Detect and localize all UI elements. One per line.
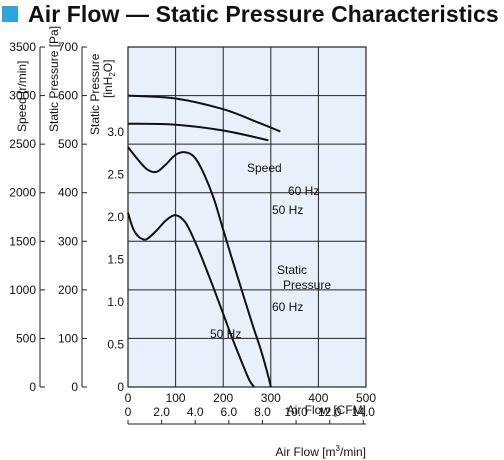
annotation-speed: Speed	[247, 161, 282, 175]
y-tick-label-speed: 3000	[9, 89, 36, 103]
y-tick-label-inh2o: 3.0	[107, 125, 124, 139]
plot-background	[128, 47, 366, 387]
x-tick-label-m3min: 14.0	[352, 405, 376, 419]
annotation-static: Static	[277, 263, 307, 277]
annotation-pressure-60hz: 60 Hz	[272, 300, 303, 314]
x-tick-label-cfm: 500	[356, 391, 376, 405]
y-tick-label-pa: 500	[58, 137, 78, 151]
speed-60hz-curve	[127, 94, 281, 133]
y-tick-label-pa: 300	[58, 234, 78, 248]
curves	[127, 94, 281, 388]
chart-title: Air Flow — Static Pressure Characteristi…	[28, 0, 499, 27]
y-tick-label-speed: 0	[29, 380, 36, 394]
x-tick-label-m3min: 12.0	[318, 405, 342, 419]
y-tick-label-inh2o: 0	[117, 380, 124, 394]
y-tick-label-speed: 500	[16, 331, 36, 345]
y-tick-label-pa: 700	[58, 40, 78, 54]
x-tick-label-m3min: 2.0	[153, 405, 170, 419]
y-tick-label-inh2o: 2.0	[107, 210, 124, 224]
x-tick-label-cfm: 0	[125, 391, 132, 405]
y-axis-label-inh2o-line1: Static Pressure	[88, 53, 102, 135]
x-tick-label-cfm: 300	[261, 391, 281, 405]
plot-border	[127, 46, 367, 388]
x-tick-label-cfm: 200	[213, 391, 233, 405]
y-tick-label-speed: 2000	[9, 186, 36, 200]
y-tick-label-inh2o: 0.5	[107, 337, 124, 351]
y-tick-label-pa: 100	[58, 331, 78, 345]
y-tick-label-speed: 1500	[9, 234, 36, 248]
y-tick-label-pa: 400	[58, 186, 78, 200]
speed-50hz-curve	[127, 122, 269, 142]
y-axis-label-pa: Static Pressure [Pa]	[47, 26, 61, 132]
grid	[127, 46, 367, 388]
title-square-icon	[2, 6, 18, 22]
y-axis-label-speed: Speed [r/min]	[15, 61, 29, 132]
x-tick-label-m3min: 8.0	[254, 405, 271, 419]
static-pressure-50hz-curve	[127, 212, 255, 388]
y-tick-label-pa: 200	[58, 283, 78, 297]
static-pressure-60hz-curve	[127, 146, 272, 388]
y-tick-label-speed: 1000	[9, 283, 36, 297]
annotation-pressure: Pressure	[283, 278, 331, 292]
x-tick-label-m3min: 10.0	[284, 405, 308, 419]
y-tick-label-inh2o: 2.5	[107, 167, 124, 181]
annotation-speed-60hz: 60 Hz	[288, 184, 319, 198]
x-tick-label-m3min: 6.0	[221, 405, 238, 419]
y-tick-label-inh2o: 1.5	[107, 252, 124, 266]
x-tick-label-m3min: 0	[125, 405, 132, 419]
x-tick-label-cfm: 100	[166, 391, 186, 405]
annotation-speed-50hz: 50 Hz	[272, 203, 303, 217]
x-axis-label-cfm: Air Flow [CFM]	[287, 403, 366, 417]
y-tick-label-speed: 2500	[9, 137, 36, 151]
x-tick-label-cfm: 400	[308, 391, 328, 405]
title-block: Air Flow — Static Pressure Characteristi…	[2, 0, 499, 28]
x-tick-label-m3min: 4.0	[187, 405, 204, 419]
x-axis-label-m3min: Air Flow [m3/min]	[276, 444, 366, 459]
y-axis-label-inh2o-line2: [inH2O]	[101, 60, 117, 98]
y-tick-label-speed: 3500	[9, 40, 36, 54]
y-tick-label-pa: 600	[58, 89, 78, 103]
y-tick-label-inh2o: 1.0	[107, 295, 124, 309]
annotation-pressure-50hz: 50 Hz	[210, 327, 241, 341]
y-tick-label-pa: 0	[71, 380, 78, 394]
